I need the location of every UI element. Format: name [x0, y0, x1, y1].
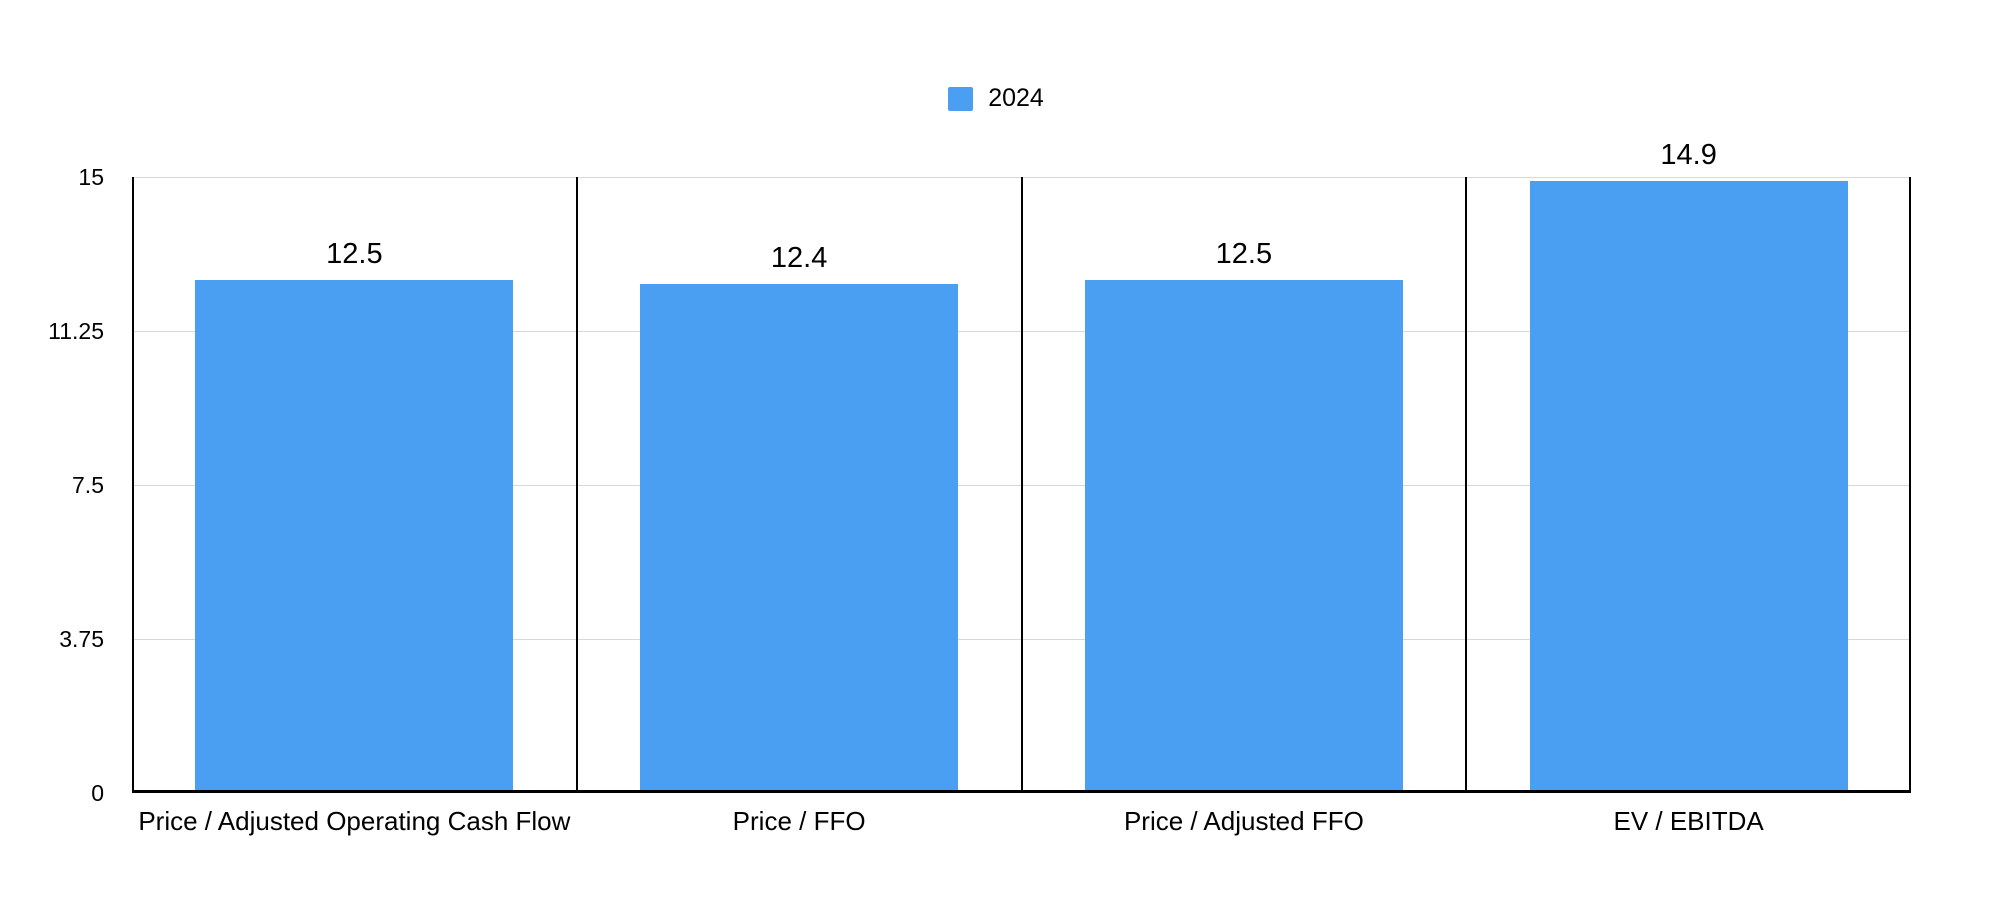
bar-price-adjusted-operating-cash-flow[interactable]: [195, 279, 514, 793]
panel-separator-1: [576, 177, 578, 793]
x-category-label-ev-ebitda: EV / EBITDA: [1613, 806, 1764, 836]
y-tick-label-11.25: 11.25: [48, 318, 104, 344]
y-tick-label-0: 0: [91, 780, 104, 806]
bar-price-adjusted-ffo[interactable]: [1084, 279, 1403, 793]
legend: 2024: [0, 86, 1992, 111]
plot-right-border: [1909, 177, 1911, 793]
plot-area: 12.5 12.4 12.5 14.9: [132, 139, 1911, 793]
bar-value-label: 12.5: [326, 237, 383, 270]
y-tick-label-15: 15: [78, 164, 104, 190]
bar-value-label: 12.4: [770, 241, 828, 274]
bar-value-label: 12.5: [1215, 237, 1273, 270]
bar-price-ffo[interactable]: [640, 283, 959, 793]
y-tick-label-7.5: 7.5: [72, 472, 104, 498]
legend-swatch-2024-icon[interactable]: [948, 86, 974, 111]
bar-ev-ebitda[interactable]: [1529, 181, 1848, 793]
x-axis-line: [132, 790, 1911, 793]
x-category-label-price-ffo: Price / FFO: [732, 806, 866, 836]
y-axis-line: [132, 177, 134, 793]
y-tick-label-3.75: 3.75: [59, 626, 104, 652]
bar-value-label: 14.9: [1660, 139, 1717, 172]
legend-label-2024[interactable]: 2024: [988, 84, 1044, 112]
panel-separator-3: [1465, 177, 1467, 793]
x-category-label-price-adjusted-operating-cash-flow: Price / Adjusted Operating Cash Flow: [138, 806, 571, 836]
panel-separator-2: [1021, 177, 1023, 793]
x-category-label-price-adjusted-ffo: Price / Adjusted FFO: [1123, 806, 1364, 836]
